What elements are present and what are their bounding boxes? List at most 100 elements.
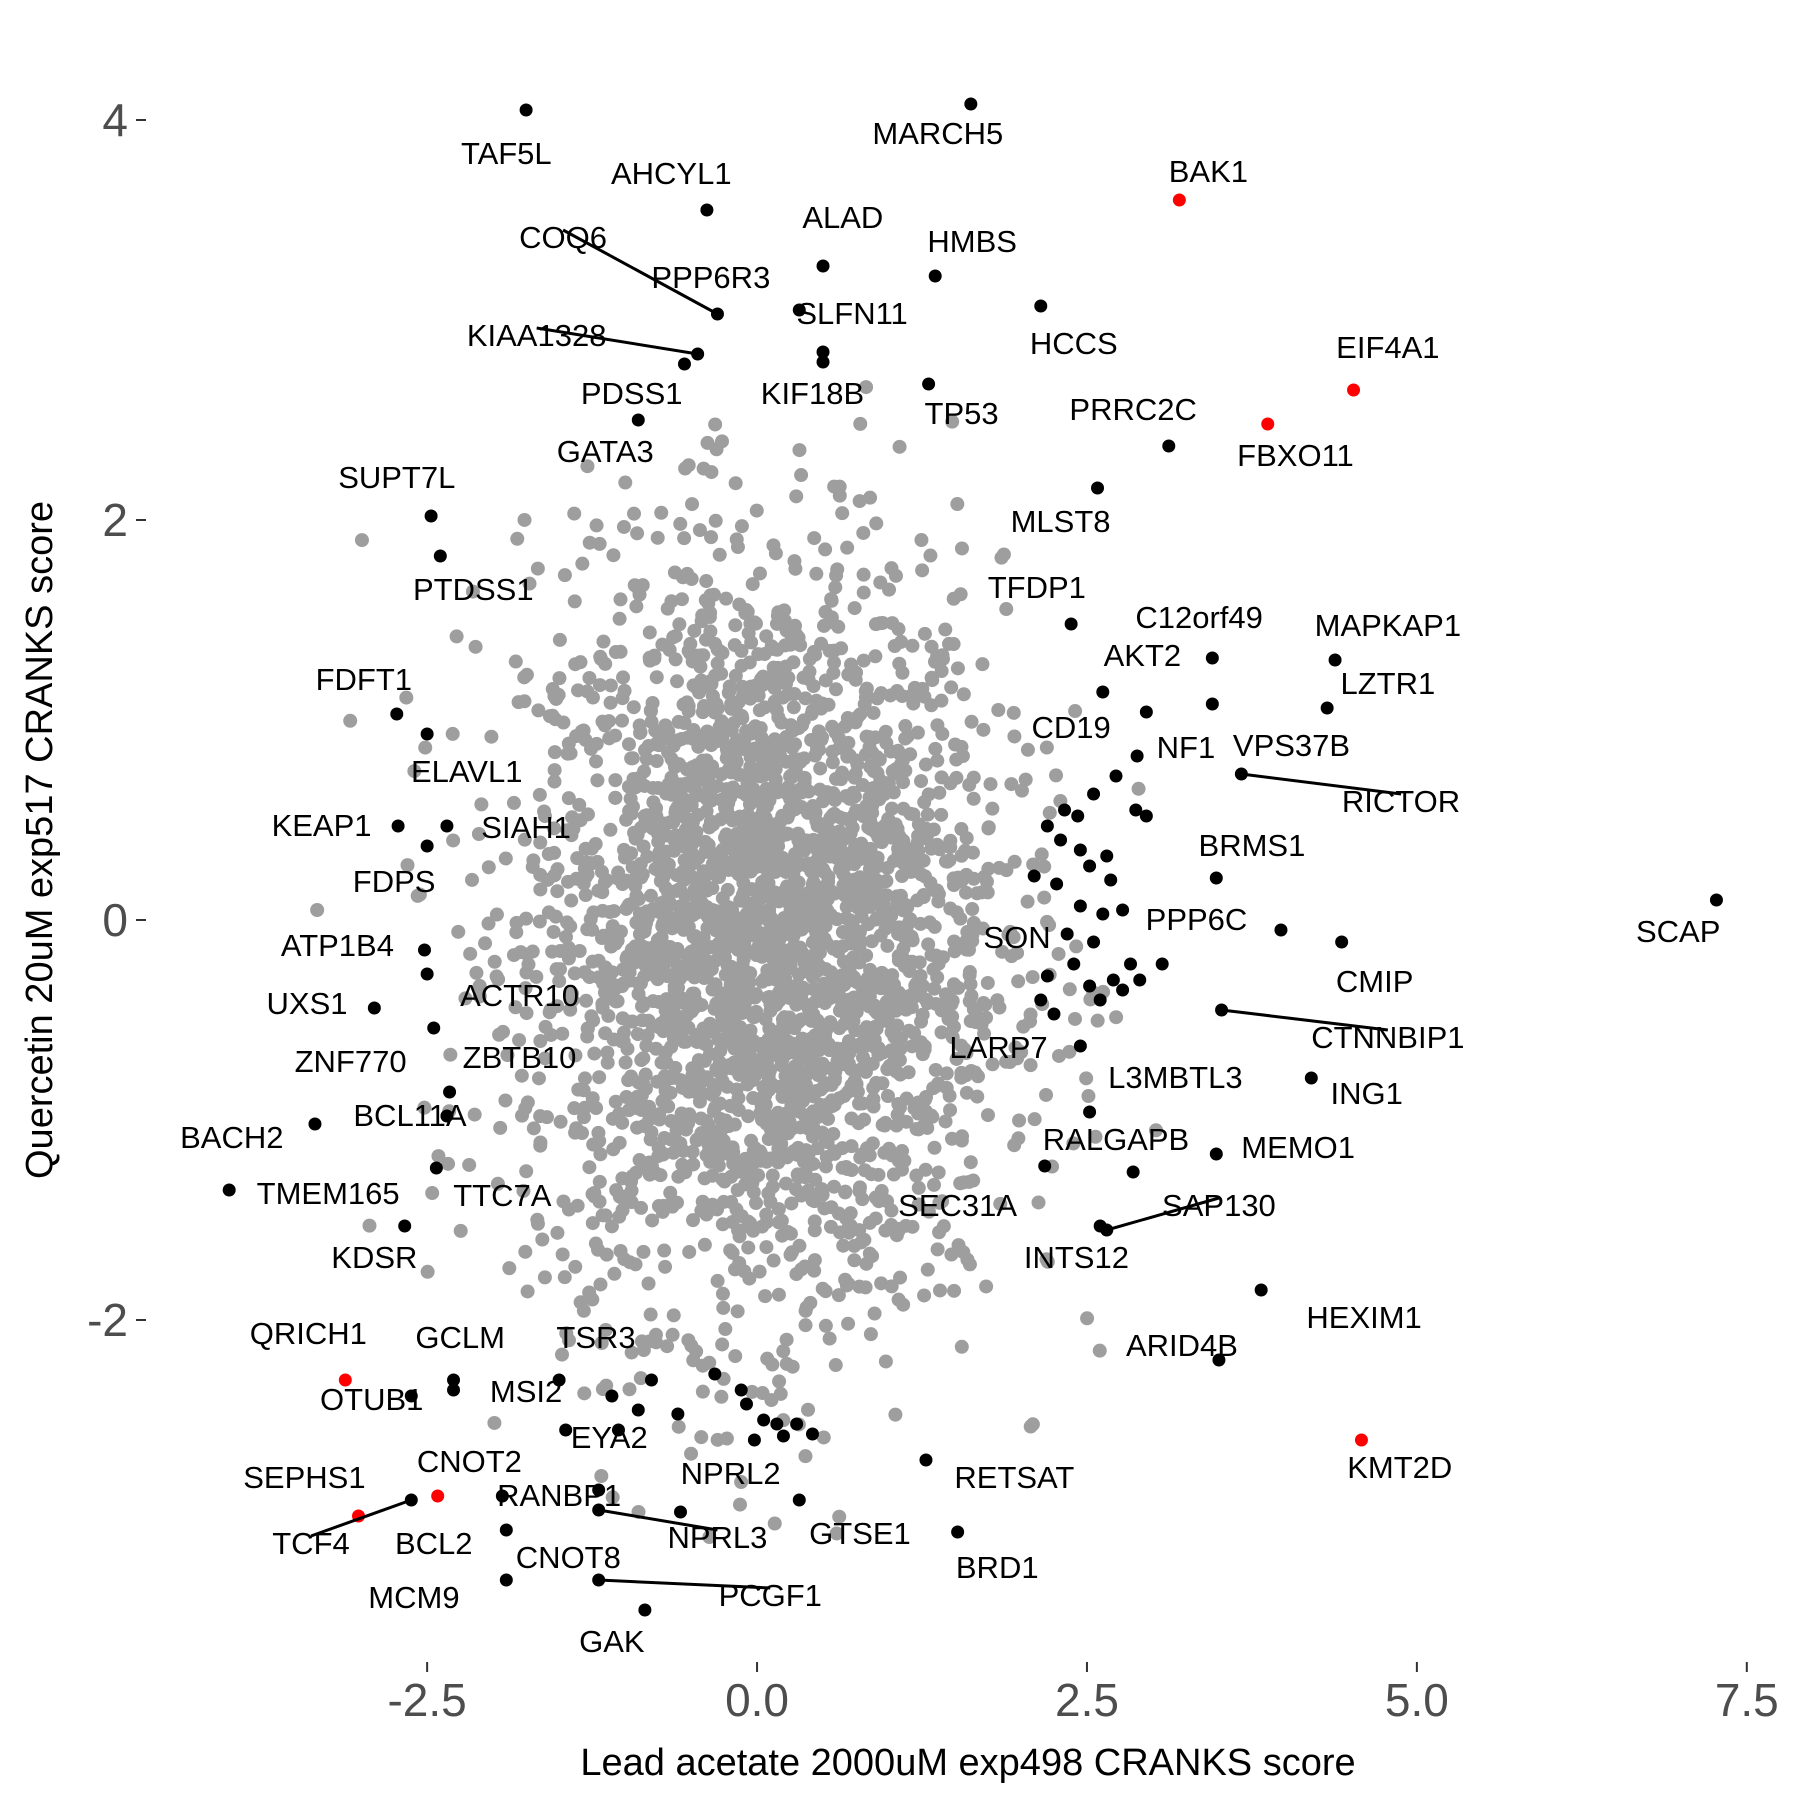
gene-label-sec31a: SEC31A: [898, 1188, 1017, 1223]
background-point: [781, 1034, 796, 1049]
background-point: [797, 996, 812, 1011]
background-point: [538, 1019, 553, 1034]
background-point: [547, 763, 562, 778]
background-point: [934, 1003, 949, 1018]
background-point: [756, 755, 771, 770]
background-point: [662, 939, 677, 954]
background-point: [1020, 742, 1035, 757]
background-point: [674, 592, 689, 607]
background-point: [547, 868, 562, 883]
labeled-point: [1040, 819, 1054, 833]
x-axis-title: Lead acetate 2000uM exp498 CRANKS score: [580, 1742, 1355, 1784]
background-point: [775, 1089, 790, 1104]
background-point: [593, 649, 608, 664]
background-point: [850, 710, 865, 725]
background-point: [1031, 1195, 1046, 1210]
background-point: [670, 800, 685, 815]
background-point: [709, 442, 724, 457]
background-point: [681, 643, 696, 658]
background-point: [921, 937, 936, 952]
background-point: [992, 860, 1007, 875]
background-point: [981, 821, 996, 836]
background-point: [677, 531, 692, 546]
background-point: [775, 1052, 790, 1067]
background-point: [631, 976, 646, 991]
gene-point-ing1: [1304, 1071, 1318, 1085]
background-point: [863, 1327, 878, 1342]
background-point: [552, 671, 567, 686]
background-point: [947, 944, 962, 959]
background-point: [594, 931, 609, 946]
background-point: [715, 1337, 730, 1352]
background-point: [833, 772, 848, 787]
background-point: [468, 639, 483, 654]
background-point: [728, 476, 743, 491]
background-point: [500, 1047, 515, 1062]
background-point: [825, 755, 840, 770]
background-point: [621, 737, 636, 752]
gene-point-atp1b4: [417, 943, 431, 957]
gene-label-bcl2: BCL2: [395, 1526, 473, 1561]
background-point: [979, 1279, 994, 1294]
background-point: [695, 1384, 710, 1399]
background-point: [726, 854, 741, 869]
background-point: [794, 1012, 809, 1027]
background-point: [810, 1187, 825, 1202]
background-point: [938, 1114, 953, 1129]
gene-point-c12orf49: [1205, 651, 1219, 665]
background-point: [648, 1166, 663, 1181]
background-point: [520, 1284, 535, 1299]
background-point: [761, 1186, 776, 1201]
background-point: [942, 1088, 957, 1103]
background-point: [674, 732, 689, 747]
background-point: [668, 652, 683, 667]
background-point: [508, 654, 523, 669]
background-point: [729, 830, 744, 845]
background-point: [587, 1046, 602, 1061]
background-point: [471, 827, 486, 842]
background-point: [818, 918, 833, 933]
background-point: [885, 1056, 900, 1071]
background-point: [844, 1078, 859, 1093]
background-point: [615, 691, 630, 706]
background-point: [732, 1067, 747, 1082]
gene-label-ttc7a: TTC7A: [453, 1178, 552, 1213]
background-point: [1090, 1013, 1105, 1028]
background-point: [934, 1025, 949, 1040]
background-point: [547, 774, 562, 789]
background-point: [958, 885, 973, 900]
background-point: [607, 1266, 622, 1281]
labeled-point: [1116, 903, 1130, 917]
gene-label-bcl11a: BCL11A: [353, 1098, 466, 1133]
gene-label-l3mbtl3: L3MBTL3: [1108, 1060, 1242, 1095]
background-point: [877, 1118, 892, 1133]
background-point: [498, 1093, 513, 1108]
background-point: [555, 1247, 570, 1262]
background-point: [580, 1029, 595, 1044]
background-point: [759, 629, 774, 644]
x-tick-label: 5.0: [1385, 1674, 1449, 1726]
background-point: [847, 789, 862, 804]
gene-point-fdps: [420, 839, 434, 853]
gene-point-znf770: [427, 1021, 441, 1035]
gene-label-zbtb10: ZBTB10: [463, 1040, 577, 1075]
gene-label-march5: MARCH5: [872, 116, 1003, 151]
background-point: [519, 667, 534, 682]
background-point: [606, 1142, 621, 1157]
background-point: [837, 1057, 852, 1072]
gene-point-tfdp1: [1064, 617, 1078, 631]
background-point: [793, 754, 808, 769]
background-point: [869, 1021, 884, 1036]
background-point: [680, 695, 695, 710]
background-point: [538, 1051, 553, 1066]
gene-point-hexim1: [1254, 1283, 1268, 1297]
background-point: [590, 854, 605, 869]
background-point: [720, 1079, 735, 1094]
background-point: [1006, 705, 1021, 720]
gene-point-uxs1: [367, 1001, 381, 1015]
labeled-point: [1093, 993, 1107, 1007]
background-point: [918, 821, 933, 836]
background-point: [829, 723, 844, 738]
